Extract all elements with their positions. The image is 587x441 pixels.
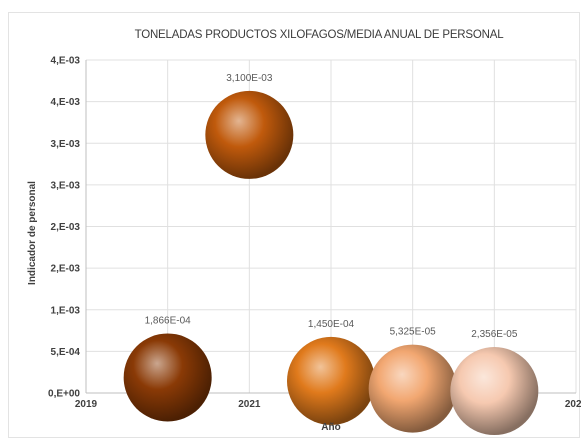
y-tick-label: 5,E-04 (51, 347, 81, 358)
y-tick-label: 2,E-03 (51, 264, 81, 275)
bubble-2021 (205, 90, 294, 179)
data-label-2020: 1,866E-04 (145, 315, 192, 326)
bubble-2024 (450, 347, 539, 436)
x-tick-label: 2025 (565, 399, 581, 410)
data-label-2023: 5,325E-05 (390, 327, 437, 338)
data-label-2021: 3,100E-03 (226, 73, 273, 84)
y-tick-label: 4,E-03 (51, 56, 81, 67)
y-tick-label: 0,E+00 (48, 389, 80, 400)
bubble-2023 (368, 344, 457, 433)
y-tick-label: 3,E-03 (51, 139, 81, 150)
x-tick-label: 2021 (238, 399, 261, 410)
x-axis-title: Año (321, 422, 340, 433)
bubble-2020 (123, 333, 212, 422)
bubble-chart: TONELADAS PRODUCTOS XILOFAGOS/MEDIA ANUA… (27, 29, 581, 436)
y-tick-label: 3,E-03 (51, 180, 81, 191)
chart-frame: TONELADAS PRODUCTOS XILOFAGOS/MEDIA ANUA… (8, 12, 581, 438)
x-tick-label: 2019 (75, 399, 98, 410)
data-label-2022: 1,450E-04 (308, 319, 355, 330)
y-tick-label: 1,E-03 (51, 305, 81, 316)
y-axis-title: Indicador de personal (27, 181, 38, 285)
y-tick-label: 2,E-03 (51, 222, 81, 233)
y-tick-label: 4,E-03 (51, 97, 81, 108)
chart-title: TONELADAS PRODUCTOS XILOFAGOS/MEDIA ANUA… (135, 29, 505, 41)
data-label-2024: 2,356E-05 (471, 329, 518, 340)
bubble-2022 (287, 336, 375, 425)
